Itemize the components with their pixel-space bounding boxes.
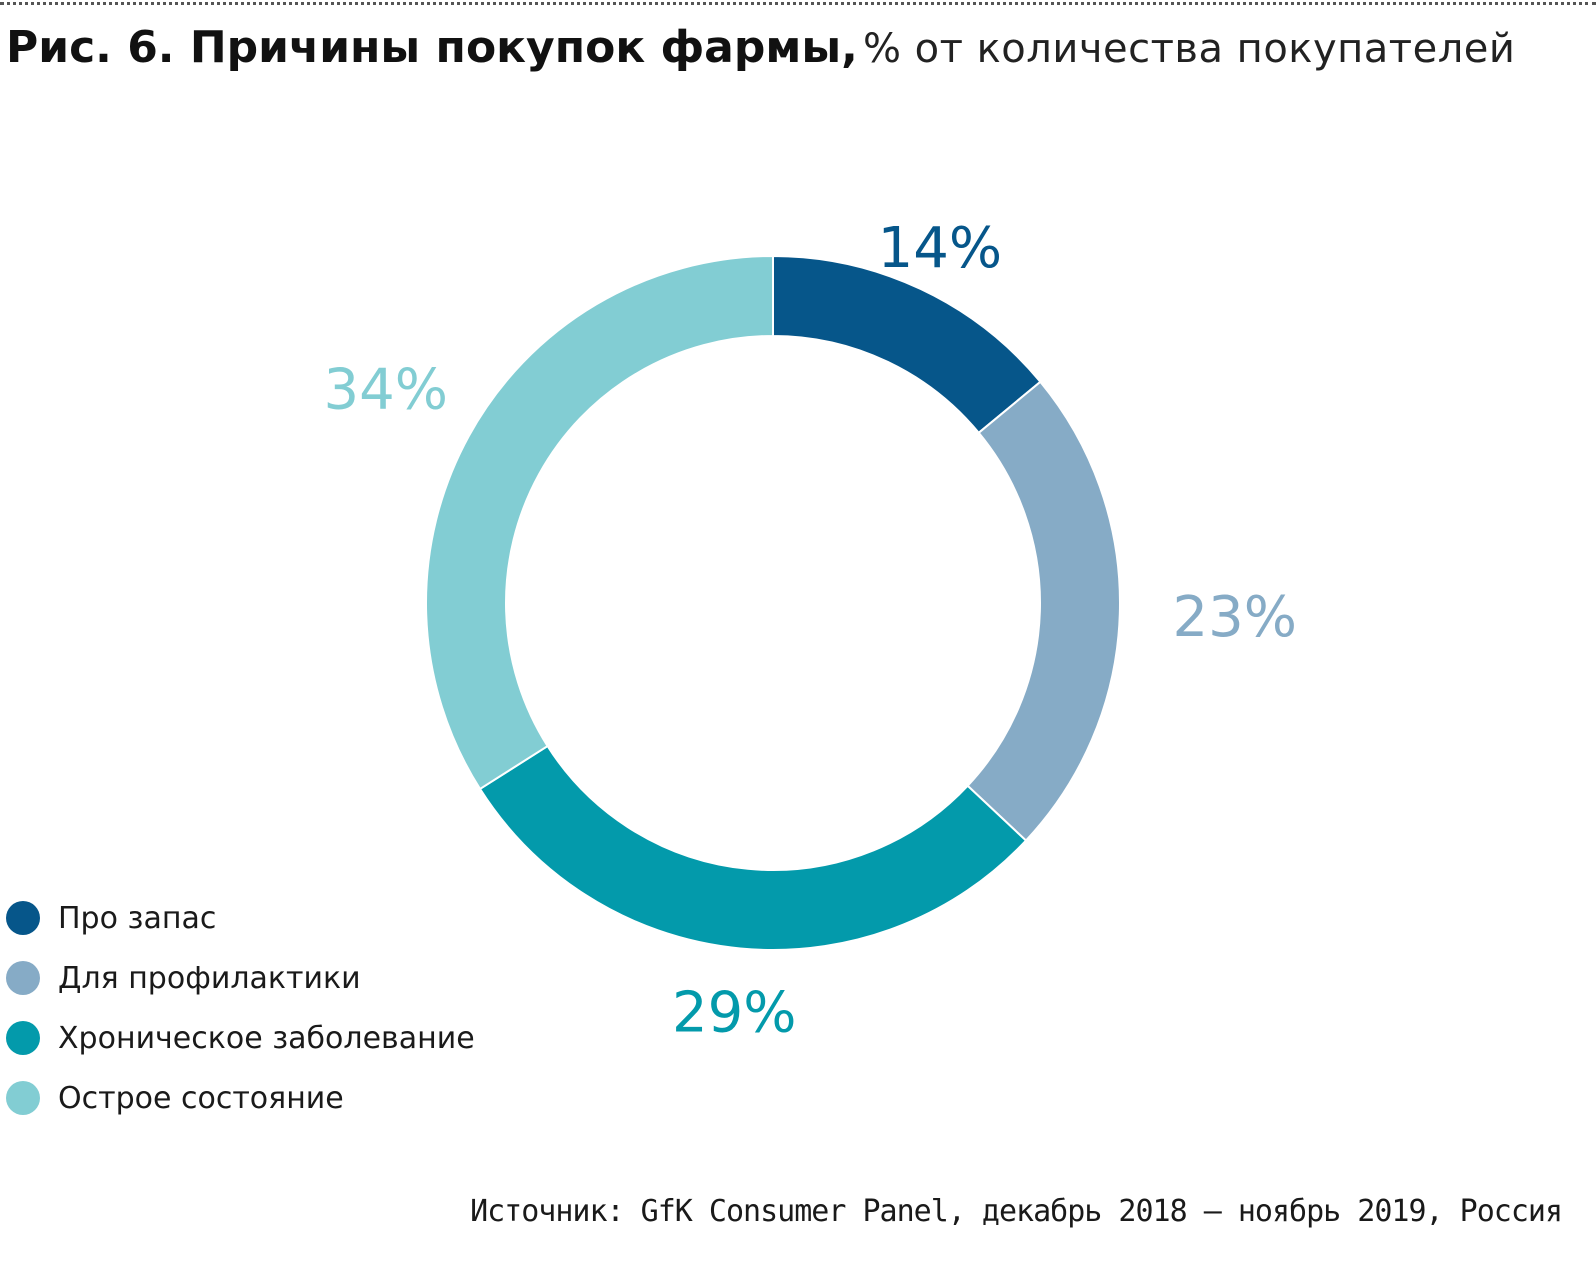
donut-slices — [425, 254, 1121, 951]
legend-label-khronicheskoe-zabolevanie: Хроническое заболевание — [58, 1020, 475, 1056]
legend-label-ostroe-sostoyanie: Острое состояние — [58, 1080, 344, 1116]
top-dotted-rule — [0, 2, 1596, 5]
legend-item-ostroe-sostoyanie: Острое состояние — [6, 1068, 475, 1128]
percent-label-ostroe-sostoyanie: 34% — [323, 358, 447, 423]
legend-swatch-dlya-profilaktiki — [6, 961, 40, 995]
chart-title: Рис. 6. Причины покупок фармы, % от коли… — [6, 18, 1515, 87]
donut-slice-khronicheskoe-zabolevanie — [478, 744, 1028, 951]
legend: Про запас Для профилактики Хроническое з… — [6, 888, 475, 1128]
chart-title-subtitle: % от количества покупателей — [862, 26, 1516, 72]
donut-slice-dlya-profilaktiki — [966, 380, 1121, 842]
legend-swatch-khronicheskoe-zabolevanie — [6, 1021, 40, 1055]
percent-label-khronicheskoe-zabolevanie: 29% — [672, 981, 796, 1046]
legend-label-dlya-profilaktiki: Для профилактики — [58, 960, 361, 996]
percent-label-pro-zapas: 14% — [878, 216, 1002, 281]
percent-label-dlya-profilaktiki: 23% — [1173, 585, 1297, 650]
legend-swatch-ostroe-sostoyanie — [6, 1081, 40, 1115]
donut-slice-pro-zapas — [772, 254, 1042, 435]
legend-item-pro-zapas: Про запас — [6, 888, 475, 948]
chart-title-main: Рис. 6. Причины покупок фармы, — [6, 22, 858, 73]
legend-item-dlya-profilaktiki: Для профилактики — [6, 948, 475, 1008]
legend-item-khronicheskoe-zabolevanie: Хроническое заболевание — [6, 1008, 475, 1068]
legend-swatch-pro-zapas — [6, 901, 40, 935]
donut-percent-labels: 14% 23% 29% 34% — [323, 216, 1297, 1046]
source-note: Источник: GfK Consumer Panel, декабрь 20… — [470, 1194, 1563, 1229]
donut-slice-ostroe-sostoyanie — [425, 254, 774, 791]
legend-label-pro-zapas: Про запас — [58, 900, 217, 936]
